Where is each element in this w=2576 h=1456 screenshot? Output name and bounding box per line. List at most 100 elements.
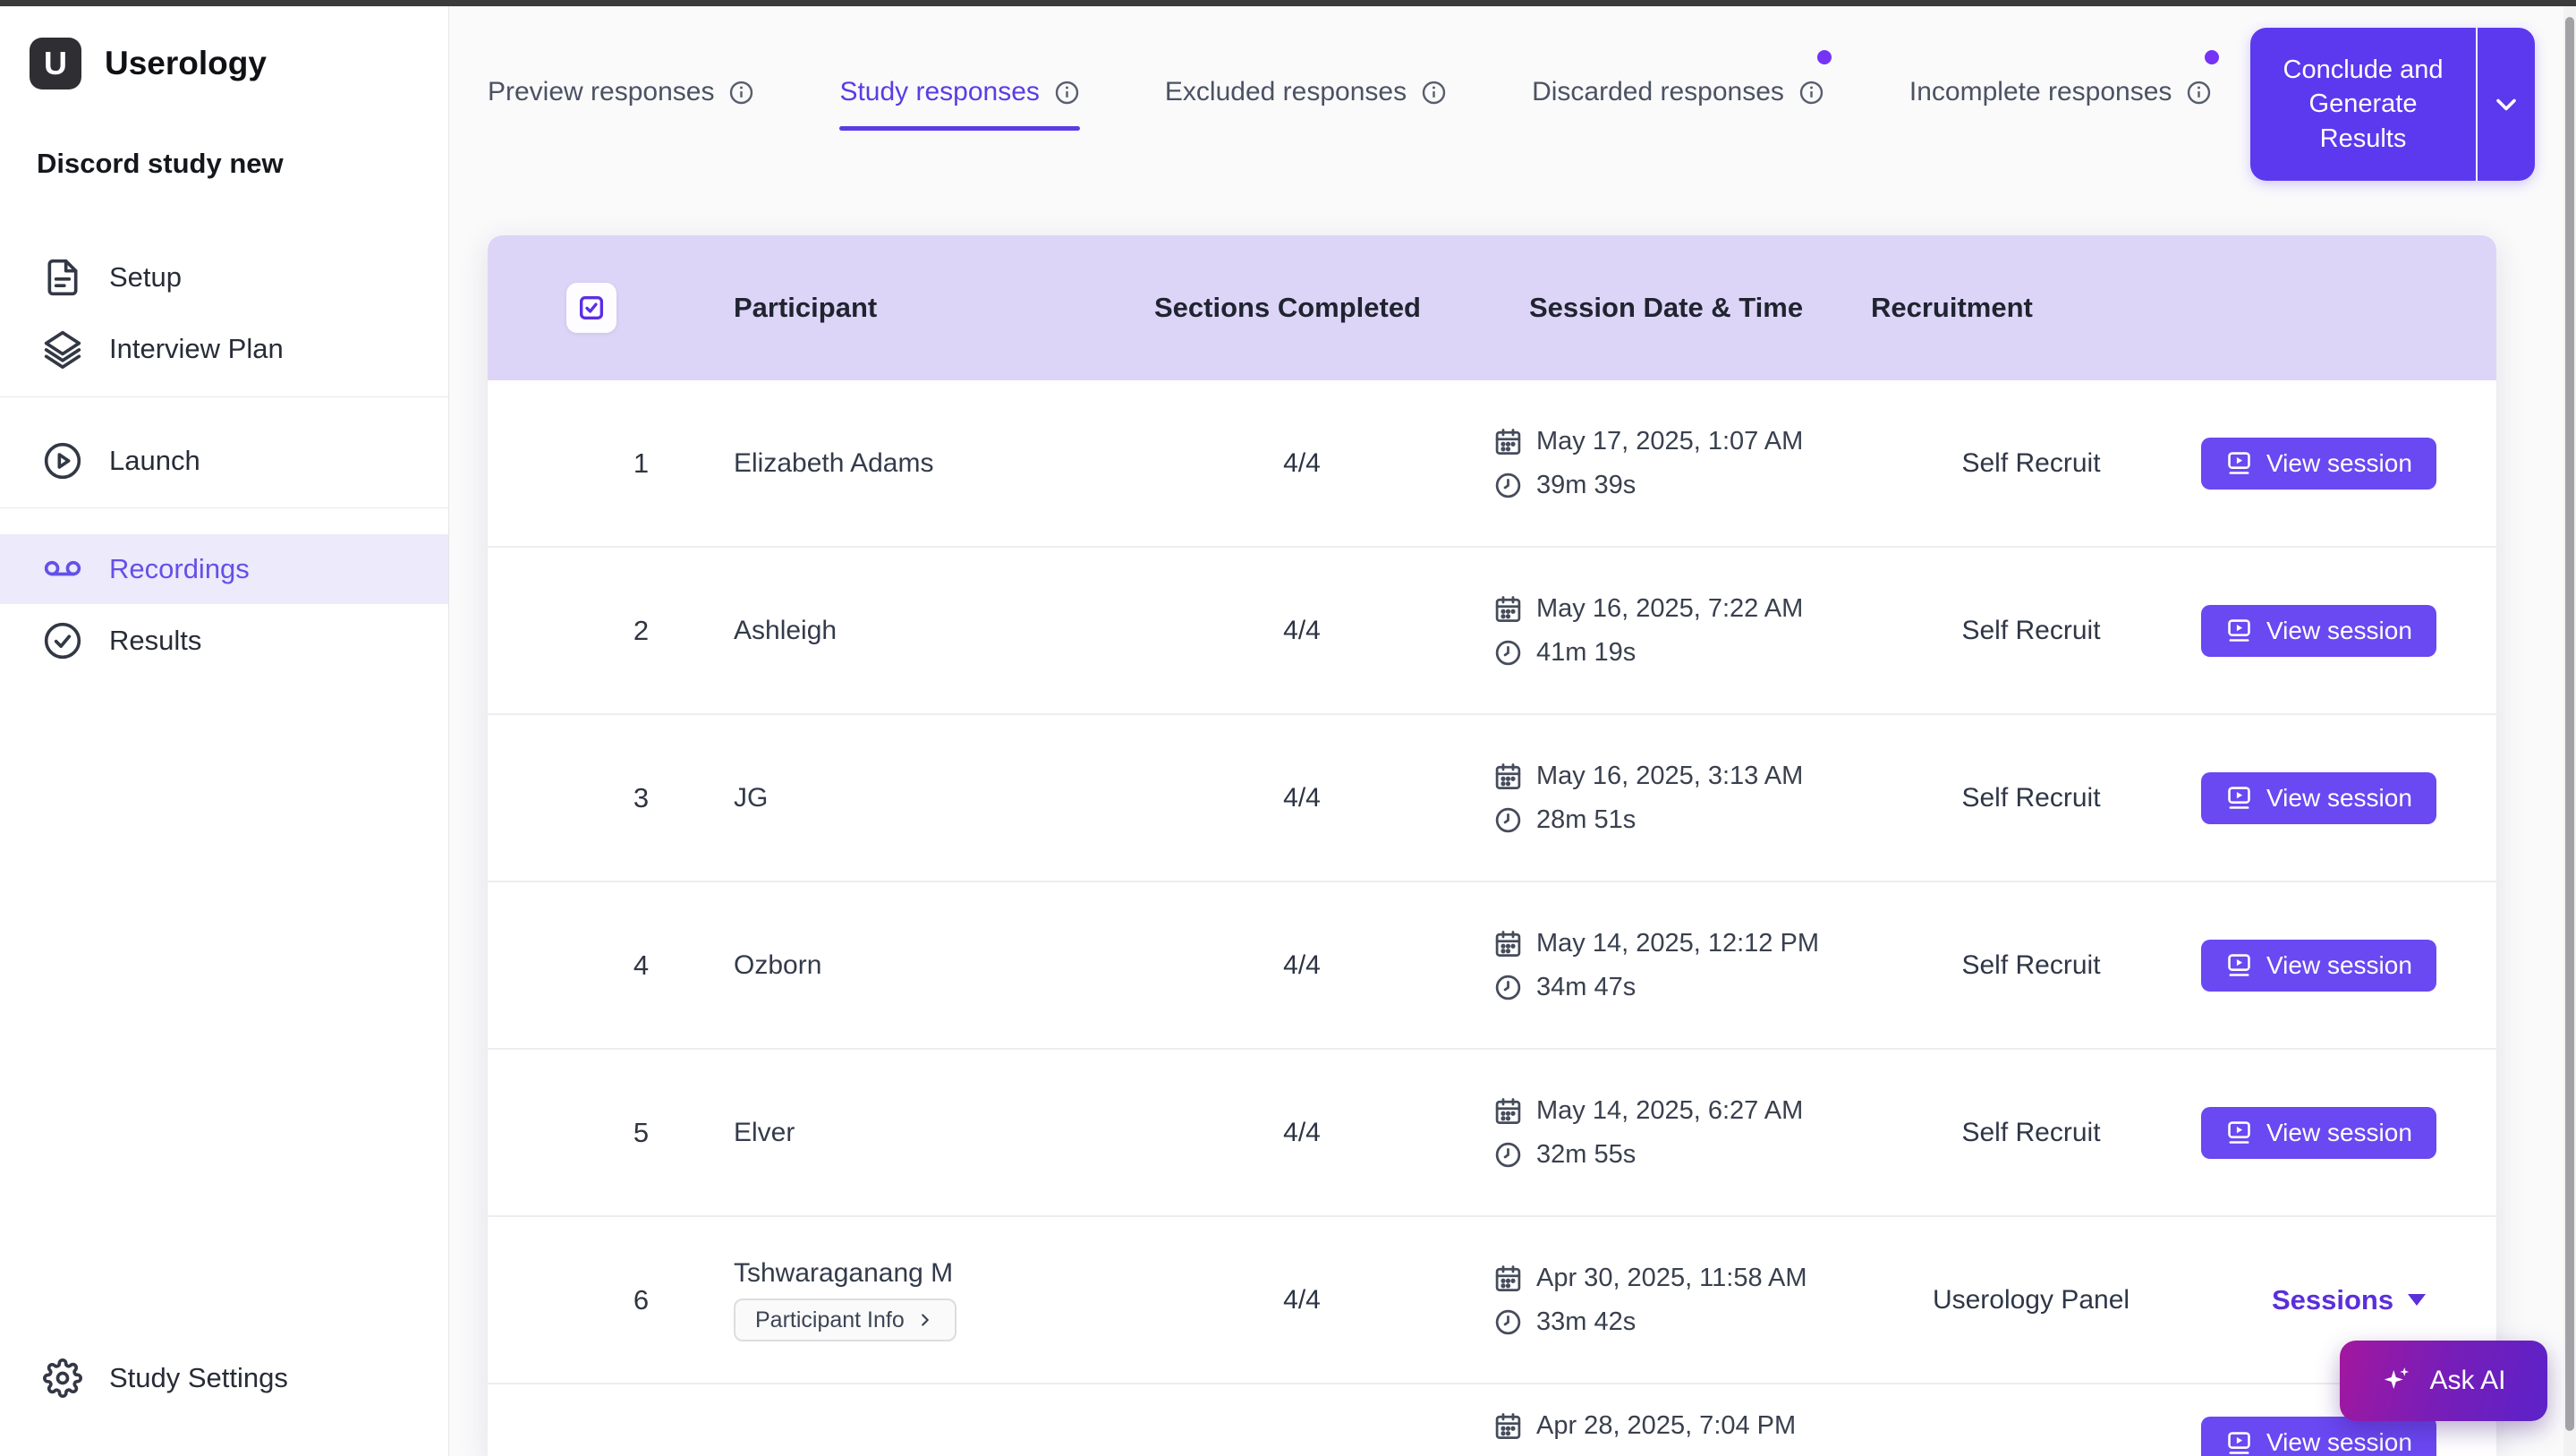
recruitment-type: Self Recruit [1961, 1117, 2101, 1147]
sidebar-divider [0, 396, 448, 397]
sidebar-item-recordings[interactable]: Recordings [0, 534, 448, 604]
row-number: 4 [633, 949, 650, 981]
layers-icon [43, 329, 82, 369]
view-session-button[interactable]: View session [2201, 771, 2436, 824]
conclude-and-generate-results-button[interactable]: Conclude and Generate Results [2250, 28, 2478, 181]
brand-name: Userology [105, 45, 267, 81]
session-duration: 33m 42s [1536, 1307, 1637, 1336]
calendar-icon [1493, 594, 1523, 624]
session-datetime: Apr 30, 2025, 11:58 AM 33m 42s [1467, 1264, 1861, 1337]
session-datetime: May 17, 2025, 1:07 AM 39m 39s [1467, 427, 1861, 500]
sidebar-item-study-settings[interactable]: Study Settings [0, 1343, 448, 1413]
video-play-icon [2225, 784, 2253, 812]
row-number: 2 [633, 614, 650, 646]
select-all-checkbox[interactable] [566, 283, 616, 333]
session-duration: 32m 55s [1536, 1139, 1637, 1169]
sidebar-item-results[interactable]: Results [0, 606, 448, 676]
calendar-icon [1493, 929, 1523, 958]
view-session-label: View session [2266, 448, 2412, 477]
session-datetime: Apr 28, 2025, 7:04 PM [1467, 1384, 1861, 1441]
voicemail-icon [43, 549, 82, 589]
info-icon[interactable] [1421, 80, 1447, 106]
caret-down-icon [2408, 1294, 2427, 1306]
session-date: May 16, 2025, 7:22 AM [1536, 593, 1804, 623]
session-duration: 39m 39s [1536, 470, 1637, 499]
recruitment-type: Userology Panel [1932, 1284, 2130, 1315]
participant-name: JG [734, 782, 769, 813]
sections-completed: 4/4 [1283, 1284, 1321, 1315]
sparkles-icon [2381, 1365, 2413, 1397]
participant-info-button[interactable]: Participant Info [734, 1298, 956, 1341]
table-header-row: Participant Sections Completed Session D… [488, 235, 2496, 380]
video-play-icon [2225, 617, 2253, 644]
play-circle-icon [43, 441, 82, 481]
view-session-button[interactable]: View session [2201, 1417, 2436, 1456]
view-session-button[interactable]: View session [2201, 437, 2436, 490]
sidebar-divider [0, 507, 448, 508]
view-session-button[interactable]: View session [2201, 1106, 2436, 1159]
recruitment-type: Self Recruit [1961, 615, 2101, 645]
sidebar-item-interview-plan[interactable]: Interview Plan [0, 314, 448, 384]
gear-icon [43, 1358, 82, 1398]
tab-study-responses[interactable]: Study responses [839, 77, 1081, 131]
calendar-icon [1493, 762, 1523, 791]
info-icon[interactable] [728, 80, 754, 106]
table-row: 2 Ashleigh 4/4 May 16, 2025, 7:22 AM 41m… [488, 548, 2496, 715]
session-duration: 34m 47s [1536, 972, 1637, 1001]
conclude-dropdown-button[interactable] [2478, 28, 2535, 181]
tab-label: Preview responses [488, 77, 715, 106]
table-row: Apr 28, 2025, 7:04 PM View session [488, 1384, 2496, 1456]
recruitment-type: Self Recruit [1961, 447, 2101, 478]
info-icon[interactable] [1054, 80, 1080, 106]
video-play-icon [2225, 449, 2253, 477]
calendar-icon [1493, 1411, 1523, 1441]
column-header-sections: Sections Completed [1154, 292, 1421, 323]
clock-icon [1493, 471, 1523, 500]
conclude-split-button: Conclude and Generate Results [2250, 28, 2535, 181]
scrollbar-thumb[interactable] [2565, 17, 2574, 1431]
recruitment-type: Self Recruit [1961, 949, 2101, 980]
tab-label: Study responses [839, 77, 1040, 106]
row-number: 1 [633, 447, 650, 479]
checkbox-checked-icon [576, 293, 607, 323]
view-session-button[interactable]: View session [2201, 939, 2436, 992]
sidebar: U Userology Discord study new Setup Inte… [0, 6, 449, 1456]
session-duration: 28m 51s [1536, 805, 1637, 834]
clock-icon [1493, 638, 1523, 668]
sessions-dropdown[interactable]: Sessions [2201, 1284, 2496, 1316]
view-session-label: View session [2266, 1118, 2412, 1146]
sidebar-item-label: Launch [109, 445, 200, 476]
info-icon[interactable] [2186, 80, 2212, 106]
sections-completed: 4/4 [1283, 782, 1321, 813]
session-date: Apr 28, 2025, 7:04 PM [1536, 1411, 1797, 1440]
sidebar-item-launch[interactable]: Launch [0, 426, 448, 496]
sidebar-item-setup[interactable]: Setup [0, 243, 448, 312]
column-header-participant: Participant [734, 292, 878, 323]
sidebar-item-label: Setup [109, 261, 183, 293]
calendar-icon [1493, 427, 1523, 456]
info-icon[interactable] [1798, 80, 1824, 106]
session-date: May 14, 2025, 12:12 PM [1536, 928, 1819, 958]
table-row: 5 Elver 4/4 May 14, 2025, 6:27 AM 32m 55… [488, 1050, 2496, 1217]
chevron-down-icon [2490, 89, 2522, 121]
view-session-button[interactable]: View session [2201, 604, 2436, 657]
tab-excluded-responses[interactable]: Excluded responses [1165, 77, 1447, 131]
clock-icon [1493, 973, 1523, 1002]
clock-icon [1493, 805, 1523, 835]
tab-preview-responses[interactable]: Preview responses [488, 77, 754, 131]
tab-discarded-responses[interactable]: Discarded responses [1532, 50, 1832, 131]
sections-completed: 4/4 [1283, 949, 1321, 980]
participant-name: Elver [734, 1117, 795, 1147]
tab-incomplete-responses[interactable]: Incomplete responses [1909, 50, 2220, 131]
session-date: May 16, 2025, 3:13 AM [1536, 761, 1804, 790]
ask-ai-button[interactable]: Ask AI [2340, 1341, 2547, 1421]
sidebar-item-label: Recordings [109, 553, 250, 584]
video-play-icon [2225, 1119, 2253, 1146]
session-datetime: May 14, 2025, 12:12 PM 34m 47s [1467, 929, 1861, 1002]
calendar-icon [1493, 1264, 1523, 1293]
sections-completed: 4/4 [1283, 1117, 1321, 1147]
recruitment-type: Self Recruit [1961, 782, 2101, 813]
responses-table-card: Participant Sections Completed Session D… [488, 235, 2496, 1456]
ask-ai-label: Ask AI [2429, 1366, 2506, 1395]
video-play-icon [2225, 951, 2253, 979]
